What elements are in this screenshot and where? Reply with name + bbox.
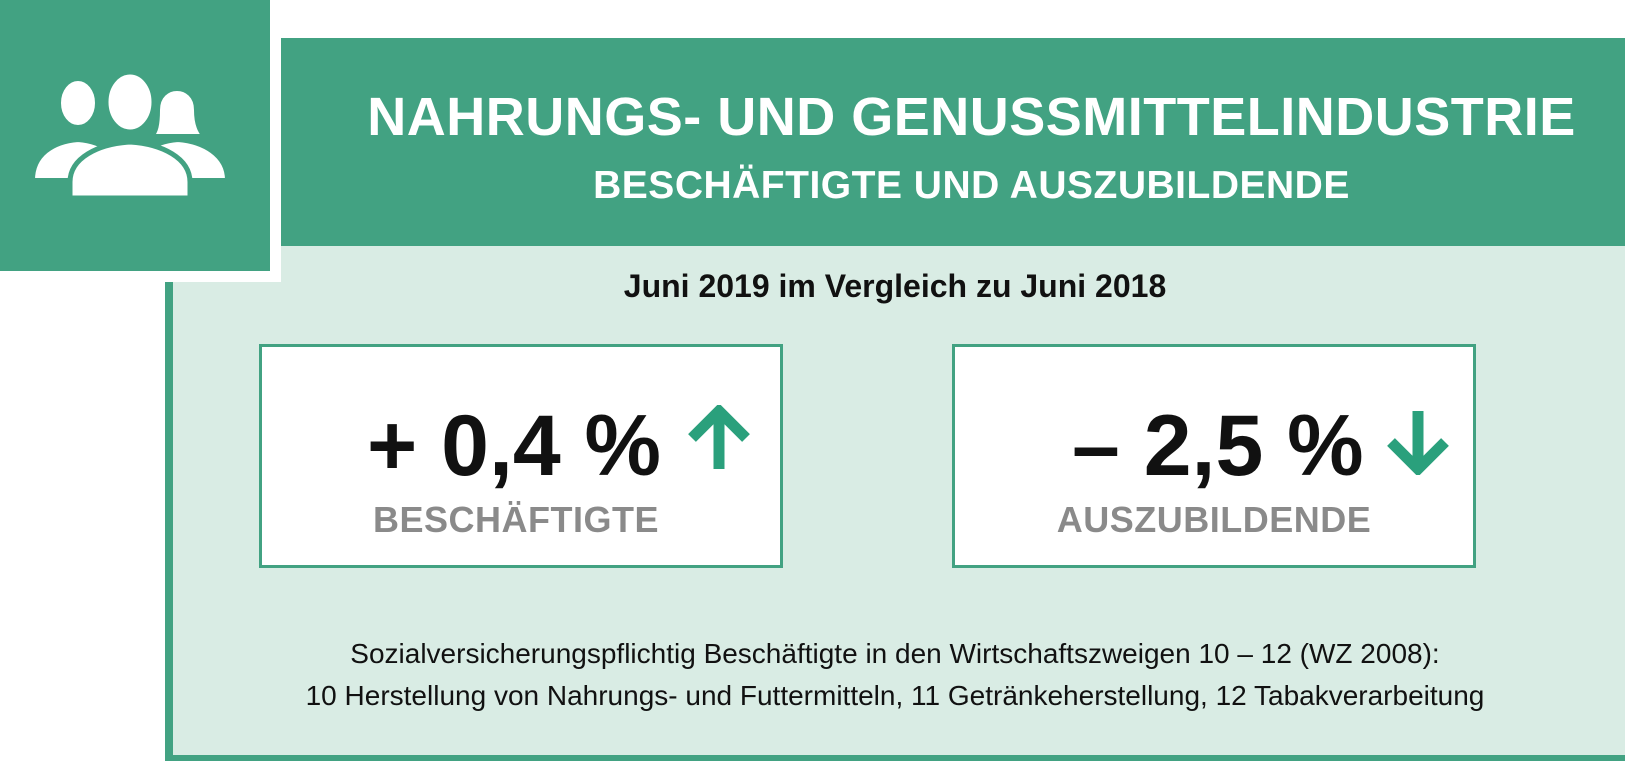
stat-card-auszubildende: – 2,5 % AUSZUBILDENDE bbox=[952, 344, 1476, 568]
comparison-label: Juni 2019 im Vergleich zu Juni 2018 bbox=[623, 268, 1167, 304]
page-subtitle: BESCHÄFTIGTE UND AUSZUBILDENDE bbox=[593, 164, 1350, 207]
footnote-line-1: Sozialversicherungspflichtig Beschäftigt… bbox=[350, 638, 1440, 669]
people-group-icon bbox=[30, 70, 230, 200]
stat-label: AUSZUBILDENDE bbox=[1056, 499, 1372, 540]
stat-value: – 2,5 % bbox=[1072, 398, 1364, 494]
page-title: NAHRUNGS- UND GENUSSMITTELINDUSTRIE bbox=[367, 87, 1576, 147]
stat-label: BESCHÄFTIGTE bbox=[372, 499, 659, 540]
footnote-line-2: 10 Herstellung von Nahrungs- und Futterm… bbox=[305, 680, 1485, 711]
header-band: NAHRUNGS- UND GENUSSMITTELINDUSTRIE BESC… bbox=[173, 46, 1625, 246]
stat-card-beschaeftigte: + 0,4 % BESCHÄFTIGTE bbox=[259, 344, 783, 568]
arrow-up-icon bbox=[688, 405, 750, 469]
stat-value: + 0,4 % bbox=[367, 398, 662, 494]
icon-box bbox=[0, 0, 281, 282]
arrow-down-icon bbox=[1387, 411, 1449, 475]
